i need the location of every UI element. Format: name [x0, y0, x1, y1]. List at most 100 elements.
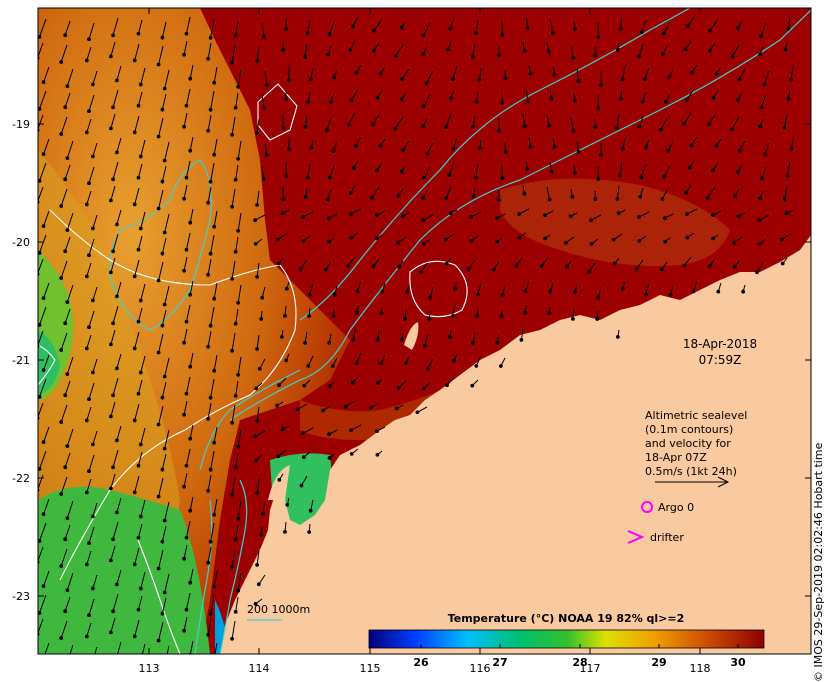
velocity-arrow-head — [470, 216, 473, 219]
velocity-arrow-head — [717, 290, 720, 293]
velocity-arrow-head — [234, 250, 237, 253]
velocity-arrow-head — [38, 468, 41, 471]
velocity-arrow-head — [783, 126, 786, 129]
velocity-arrow-head — [112, 250, 115, 253]
velocity-arrow-head — [209, 36, 212, 39]
velocity-arrow-head — [110, 487, 113, 490]
velocity-arrow-head — [213, 657, 216, 660]
velocity-arrow-head — [161, 324, 164, 327]
velocity-arrow-head — [667, 149, 670, 152]
velocity-arrow-head — [529, 146, 532, 149]
velocity-arrow-head — [189, 149, 192, 152]
velocity-arrow-head — [163, 231, 166, 234]
velocity-arrow-head — [278, 479, 281, 482]
velocity-arrow-head — [303, 456, 306, 459]
velocity-arrow-head — [66, 229, 69, 232]
velocity-arrow-head — [112, 610, 115, 613]
velocity-arrow-head — [452, 315, 455, 318]
velocity-arrow-head — [600, 84, 603, 87]
velocity-arrow-head — [416, 411, 419, 414]
velocity-arrow-head — [60, 493, 63, 496]
velocity-arrow-head — [88, 398, 91, 401]
velocity-arrow-head — [518, 236, 521, 239]
velocity-arrow-head — [254, 243, 257, 246]
velocity-arrow-head — [661, 198, 664, 201]
velocity-arrow-head — [422, 197, 425, 200]
velocity-arrow-head — [352, 339, 355, 342]
velocity-arrow-head — [137, 536, 140, 539]
velocity-arrow-head — [38, 396, 41, 399]
velocity-arrow-head — [577, 80, 580, 83]
velocity-arrow-head — [60, 421, 63, 424]
velocity-arrow-head — [550, 170, 553, 173]
velocity-arrow-head — [504, 77, 507, 80]
velocity-arrow-head — [110, 55, 113, 58]
velocity-arrow-head — [664, 217, 667, 220]
velocity-arrow-head — [263, 36, 266, 39]
velocity-arrow-head — [376, 169, 379, 172]
velocity-arrow-head — [309, 78, 312, 81]
velocity-arrow-head — [446, 384, 449, 387]
velocity-arrow-head — [758, 219, 761, 222]
velocity-arrow-head — [60, 61, 63, 64]
velocity-arrow-head — [66, 445, 69, 448]
velocity-arrow-head — [467, 268, 470, 271]
velocity-arrow-head — [133, 635, 136, 638]
velocity-arrow-head — [237, 85, 240, 88]
velocity-arrow-head — [381, 290, 384, 293]
velocity-arrow-head — [66, 157, 69, 160]
velocity-arrow-head — [231, 637, 234, 640]
velocity-arrow-head — [137, 464, 140, 467]
velocity-arrow-head — [112, 322, 115, 325]
velocity-arrow-head — [112, 466, 115, 469]
velocity-arrow-head — [376, 237, 379, 240]
velocity-arrow-head — [262, 178, 265, 181]
velocity-arrow-head — [92, 155, 95, 158]
velocity-arrow-head — [373, 49, 376, 52]
velocity-arrow-head — [471, 55, 474, 58]
velocity-arrow-head — [139, 371, 142, 374]
velocity-arrow-head — [353, 167, 356, 170]
velocity-arrow-head — [475, 177, 478, 180]
velocity-arrow-head — [428, 318, 431, 321]
velocity-arrow-head — [255, 459, 258, 462]
velocity-arrow-head — [397, 387, 400, 390]
velocity-arrow-head — [38, 252, 41, 255]
velocity-arrow-head — [42, 513, 45, 516]
velocity-arrow-head — [551, 31, 554, 34]
velocity-arrow-head — [256, 132, 259, 135]
velocity-arrow-head — [110, 631, 113, 634]
velocity-arrow-head — [425, 82, 428, 85]
velocity-arrow-head — [85, 347, 88, 350]
velocity-arrow-head — [92, 659, 95, 662]
velocity-arrow-head — [422, 53, 425, 56]
velocity-arrow-head — [662, 32, 665, 35]
velocity-arrow-head — [712, 169, 715, 172]
velocity-arrow-head — [790, 79, 793, 82]
colorbar-tick-label: 29 — [651, 656, 666, 669]
velocity-arrow-head — [66, 589, 69, 592]
velocity-arrow-head — [597, 107, 600, 110]
velocity-arrow-head — [787, 98, 790, 101]
velocity-arrow-head — [501, 177, 504, 180]
velocity-arrow-head — [137, 392, 140, 395]
velocity-arrow-head — [237, 229, 240, 232]
argo-label: Argo 0 — [658, 501, 694, 514]
velocity-arrow-head — [640, 31, 643, 34]
velocity-arrow-head — [66, 301, 69, 304]
velocity-arrow-head — [370, 196, 373, 199]
velocity-arrow-head — [613, 262, 616, 265]
colorbar-tick-label: 30 — [730, 656, 746, 669]
velocity-arrow-head — [322, 409, 325, 412]
velocity-arrow-head — [66, 373, 69, 376]
velocity-arrow-head — [683, 264, 686, 267]
velocity-arrow-head — [691, 71, 694, 74]
velocity-arrow-head — [260, 318, 263, 321]
velocity-arrow-head — [161, 540, 164, 543]
velocity-arrow-head — [161, 252, 164, 255]
velocity-arrow-head — [550, 97, 553, 100]
velocity-arrow-head — [621, 78, 624, 81]
velocity-arrow-head — [256, 420, 259, 423]
velocity-arrow-head — [597, 36, 600, 39]
velocity-arrow-head — [332, 365, 335, 368]
